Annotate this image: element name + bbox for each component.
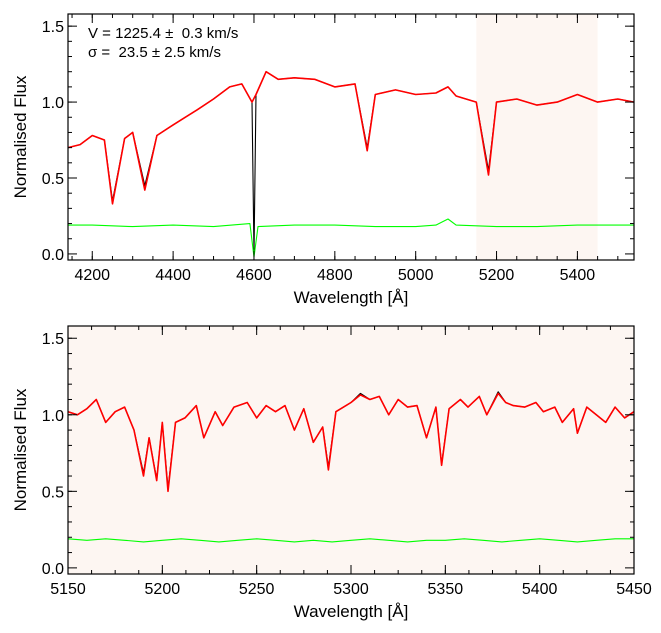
x-tick-label: 5300 [333,581,369,598]
x-tick-label: 4600 [236,267,272,284]
velocity-annotation: V = 1225.4 ± 0.3 km/s [88,25,238,42]
model-fit-line [67,70,635,205]
y-tick-label: 0.5 [42,484,64,501]
model-fit-line [67,392,635,493]
x-tick-label: 5400 [560,267,596,284]
x-tick-label: 5450 [616,581,652,598]
x-tick-label: 5150 [50,581,86,598]
dispersion-annotation: σ = 23.5 ± 2.5 km/s [88,44,221,61]
x-tick-label: 4200 [74,267,110,284]
x-tick-label: 5200 [479,267,515,284]
residual-line [68,218,634,258]
y-tick-label: 0.0 [42,247,64,264]
y-tick-label: 0.0 [42,561,64,578]
series-group [67,391,635,543]
y-axis-title: Normalised Flux [11,388,30,511]
x-tick-label: 5200 [145,581,181,598]
tick-group: 4200 4400 4600 4800 5000 5200 5400 0.0 0.5 1.0 1.5 [42,14,634,284]
top-spectrum-panel: 4200 4400 4600 4800 5000 5200 5400 0.0 0.5 1.0 1.5… [11,13,635,307]
y-tick-label: 1.0 [42,95,64,112]
residual-line [67,538,634,543]
y-tick-label: 1.5 [42,331,64,348]
bottom-spectrum-panel: 5150 5200 5250 5300 5350 5400 5450 0.0 0.5 1.0 1.5… [11,325,652,621]
x-tick-label: 4400 [155,267,191,284]
x-tick-label: 5400 [522,581,558,598]
x-axis-title: Wavelength [Å] [294,602,409,621]
x-tick-label: 4800 [317,267,353,284]
series-group [67,70,635,258]
plot-frame [67,13,635,261]
tick-group: 5150 5200 5250 5300 5350 5400 5450 0.0 0.5 1.0 1.5 [42,326,652,598]
y-tick-label: 0.5 [42,171,64,188]
shaded-region [68,326,634,574]
x-axis-title: Wavelength [Å] [294,288,409,307]
x-tick-label: 5250 [239,581,275,598]
x-tick-label: 5350 [428,581,464,598]
y-tick-label: 1.5 [42,19,64,36]
x-tick-label: 5000 [398,267,434,284]
shaded-region [476,14,598,260]
y-tick-label: 1.0 [42,408,64,425]
y-axis-title: Normalised Flux [11,75,30,198]
